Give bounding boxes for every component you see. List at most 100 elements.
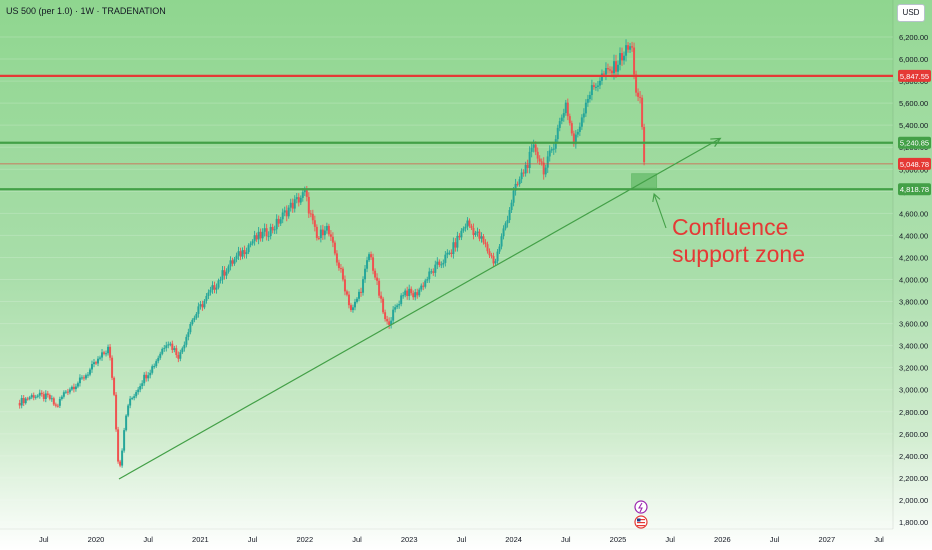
candle-body — [309, 213, 312, 215]
candle-body — [70, 386, 73, 390]
candle-body — [458, 235, 461, 238]
candle-body — [189, 324, 192, 333]
candle-body — [299, 197, 302, 203]
candlestick-series — [18, 39, 646, 468]
candle-body — [241, 250, 244, 257]
candle-body — [107, 346, 110, 354]
candle-body — [512, 190, 515, 203]
candle-body — [602, 73, 605, 75]
candle-body — [151, 366, 154, 373]
y-tick-label: 4,400.00 — [899, 231, 928, 240]
candle-body — [44, 393, 47, 399]
candle-body — [460, 230, 463, 238]
flag-stripe — [637, 522, 645, 524]
candle-body — [259, 231, 262, 239]
candle-body — [635, 74, 638, 93]
candle-body — [229, 260, 232, 267]
y-tick-label: 3,200.00 — [899, 364, 928, 373]
y-tick-label: 2,400.00 — [899, 452, 928, 461]
candle-body — [20, 398, 23, 406]
candle-body — [28, 397, 31, 399]
candle-body — [643, 126, 646, 163]
candle-body — [321, 229, 324, 236]
candle-body — [416, 292, 419, 296]
candle-body — [281, 212, 284, 220]
candle-body — [255, 235, 258, 240]
candle-body — [38, 392, 41, 396]
candle-body — [382, 298, 385, 313]
candle-body — [217, 280, 220, 288]
candle-body — [50, 398, 53, 400]
candle-body — [243, 250, 246, 255]
candle-body — [251, 241, 254, 244]
candle-body — [303, 190, 306, 193]
candle-body — [588, 95, 591, 100]
x-tick-label: 2025 — [610, 535, 627, 544]
candle-body — [496, 251, 499, 262]
candle-body — [446, 252, 449, 255]
candle-body — [353, 301, 356, 308]
candle-body — [400, 295, 403, 305]
level-price-label: 5,847.55 — [900, 72, 929, 81]
candle-body — [412, 293, 415, 298]
candle-body — [76, 383, 79, 387]
candle-body — [263, 228, 266, 232]
candle-body — [207, 292, 210, 296]
candle-body — [68, 389, 71, 393]
candle-body — [456, 235, 459, 248]
y-tick-label: 2,800.00 — [899, 408, 928, 417]
y-tick-label: 3,000.00 — [899, 386, 928, 395]
candle-body — [86, 374, 89, 376]
candle-body — [364, 268, 367, 280]
lightning-event-icon — [634, 500, 648, 514]
candle-body — [36, 395, 39, 397]
x-tick-label: 2020 — [88, 535, 105, 544]
candle-body — [506, 220, 509, 224]
y-tick-label: 3,800.00 — [899, 298, 928, 307]
candle-body — [570, 123, 573, 134]
candle-body — [582, 113, 585, 118]
candle-body — [84, 375, 87, 379]
candle-body — [590, 85, 593, 96]
candle-body — [173, 348, 176, 350]
candle-body — [522, 172, 525, 174]
trend-line — [118, 137, 721, 480]
y-tick-label: 4,200.00 — [899, 253, 928, 262]
candle-body — [245, 252, 248, 255]
candle-body — [297, 197, 300, 203]
candle-body — [179, 352, 182, 359]
currency-button[interactable]: USD — [897, 4, 925, 22]
candle-body — [325, 225, 328, 231]
candle-body — [327, 225, 330, 235]
candle-body — [444, 254, 447, 263]
candle-body — [500, 236, 503, 247]
candle-body — [474, 232, 477, 235]
candle-body — [516, 183, 519, 185]
candle-body — [370, 254, 373, 258]
candle-body — [167, 344, 170, 346]
candle-body — [187, 332, 190, 337]
candle-body — [319, 229, 322, 239]
candle-body — [345, 291, 348, 295]
candle-body — [572, 133, 575, 145]
candle-body — [406, 290, 409, 297]
x-tick-label: Jul — [874, 535, 884, 544]
candle-body — [436, 261, 439, 265]
y-tick-label: 5,400.00 — [899, 121, 928, 130]
level-price-tag — [898, 136, 931, 149]
candle-body — [323, 230, 326, 236]
candle-body — [358, 291, 361, 299]
candle-body — [454, 242, 457, 248]
candle-body — [127, 405, 130, 416]
candle-body — [410, 288, 413, 294]
candle-body — [534, 144, 537, 152]
candle-body — [617, 64, 619, 72]
candle-body — [404, 290, 407, 296]
candle-body — [269, 226, 272, 237]
candle-body — [584, 102, 587, 114]
level-price-tag — [898, 183, 931, 196]
candle-body — [574, 134, 577, 145]
candle-body — [18, 402, 21, 406]
